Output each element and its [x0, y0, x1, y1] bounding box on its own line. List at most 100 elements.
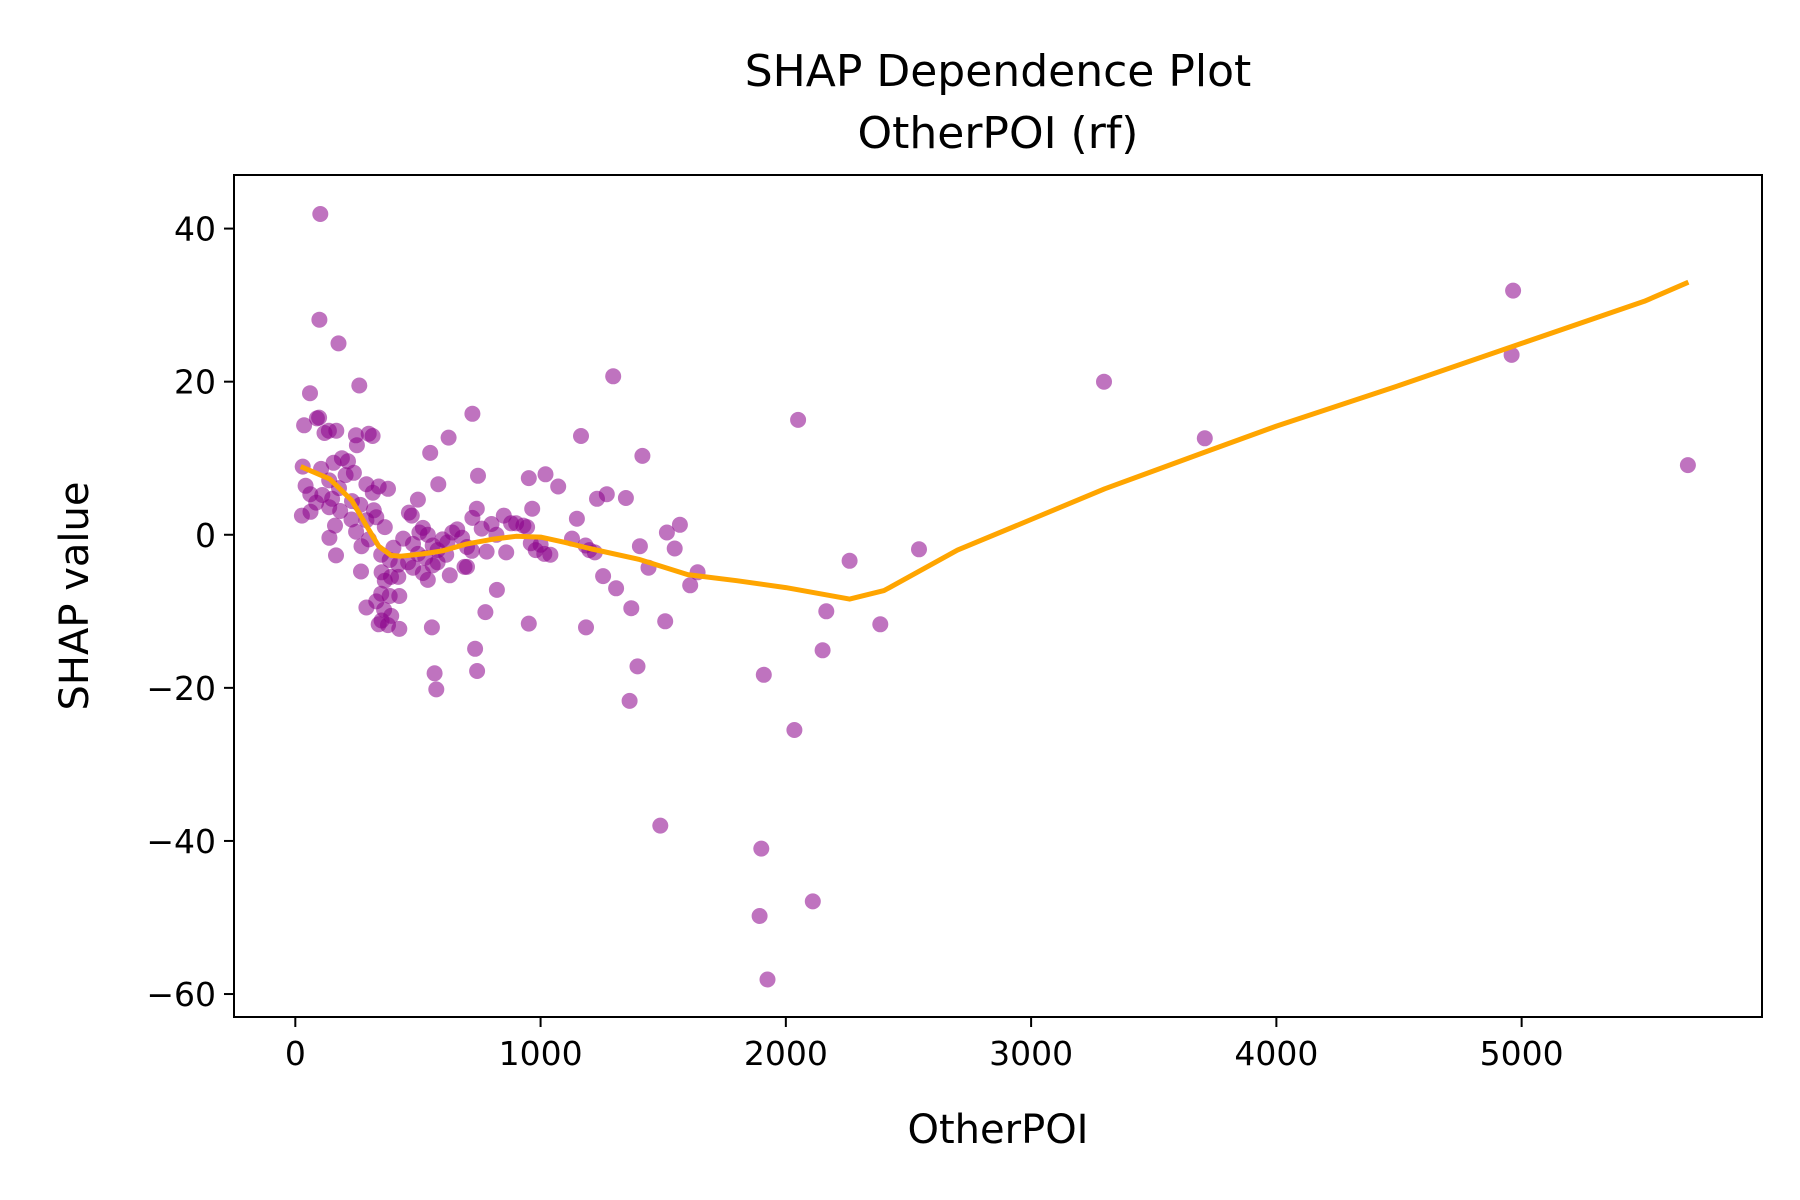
scatter-point: [364, 428, 381, 444]
scatter-point: [488, 581, 505, 598]
x-tick-label: 1000: [499, 1034, 583, 1073]
scatter-point: [1505, 282, 1522, 299]
y-tick-label: 0: [195, 516, 216, 555]
chart-title: SHAP Dependence Plot: [745, 46, 1252, 97]
x-axis-label: OtherPOI: [908, 1107, 1089, 1153]
scatter-point: [391, 588, 408, 604]
y-tick-label: −40: [146, 822, 216, 861]
scatter-point: [428, 681, 445, 698]
chart-subtitle: OtherPOI (rf): [858, 108, 1139, 159]
scatter-point: [751, 908, 768, 924]
scatter-point: [422, 444, 439, 461]
y-axis-label: SHAP value: [52, 482, 98, 711]
scatter-point: [755, 666, 772, 683]
scatter-point: [573, 428, 589, 444]
scatter-point: [753, 840, 770, 857]
scatter-point: [419, 571, 436, 588]
plot-frame: [233, 174, 1763, 1018]
scatter-point: [652, 817, 669, 834]
x-tick-label: 5000: [1480, 1034, 1564, 1073]
scatter-point: [311, 311, 328, 328]
scatter-point: [634, 447, 651, 464]
scatter-point: [464, 405, 481, 422]
scatter-point: [790, 411, 807, 428]
scatter-point: [477, 604, 494, 621]
x-tick-label: 2000: [744, 1034, 828, 1073]
scatter-point: [423, 619, 440, 636]
scatter-point: [786, 722, 803, 738]
scatter-point: [657, 613, 674, 630]
scatter-point: [380, 480, 396, 497]
scatter-point: [542, 546, 559, 563]
scatter-point: [321, 529, 338, 546]
scatter-point: [330, 335, 347, 352]
scatter-point: [1196, 430, 1213, 447]
scatter-point: [519, 519, 536, 536]
x-tick-label: 4000: [1234, 1034, 1318, 1073]
scatter-point: [1096, 373, 1112, 390]
axis-layer: 0 1000 2000 3000 4000 5000 40 20 0 −20 −40 −60: [146, 210, 1563, 1073]
data-layer: [293, 206, 1696, 988]
scatter-point: [1679, 457, 1696, 474]
scatter-point: [312, 206, 329, 222]
scatter-point: [348, 437, 365, 454]
scatter-point: [469, 663, 486, 679]
x-tick-label: 0: [285, 1034, 306, 1073]
scatter-point: [818, 603, 835, 620]
scatter-point: [621, 692, 638, 709]
scatter-point: [463, 542, 480, 559]
scatter-point: [470, 467, 486, 484]
scatter-point: [520, 615, 537, 632]
scatter-point: [872, 616, 889, 633]
scatter-point: [316, 425, 333, 441]
scatter-point: [426, 665, 443, 682]
scatter-point: [666, 540, 683, 557]
scatter-point: [468, 500, 485, 517]
scatter-point: [578, 619, 594, 636]
scatter-point: [605, 368, 622, 385]
scatter-point: [478, 543, 495, 560]
scatter-point: [682, 577, 699, 594]
scatter-point: [332, 503, 349, 519]
y-tick-label: 40: [174, 210, 216, 249]
scatter-point: [296, 417, 313, 434]
scatter-point: [467, 640, 484, 657]
scatter-point: [327, 517, 343, 534]
scatter-point: [441, 567, 458, 584]
y-tick-label: −60: [146, 975, 216, 1014]
trend-line: [299, 279, 1690, 602]
scatter-point: [364, 484, 381, 501]
scatter-point: [343, 511, 360, 528]
scatter-point: [383, 607, 400, 624]
scatter-point: [353, 563, 369, 580]
scatter-point: [595, 568, 612, 585]
scatter-point: [351, 377, 368, 394]
scatter-point: [617, 490, 634, 506]
scatter-point: [537, 466, 554, 483]
y-tick-label: 20: [174, 363, 216, 402]
scatter-point: [328, 547, 344, 564]
scatter-point: [1503, 346, 1520, 363]
scatter-point: [568, 510, 585, 527]
scatter-point: [293, 507, 310, 524]
scatter-point: [520, 470, 537, 487]
scatter-point: [430, 476, 447, 493]
scatter-point: [311, 409, 328, 426]
scatter-point: [409, 491, 426, 508]
scatter-point: [658, 524, 675, 541]
scatter-point: [353, 538, 370, 555]
scatter-point: [376, 519, 393, 536]
scatter-point: [598, 486, 615, 503]
scatter-point: [403, 507, 420, 524]
scatter-point: [759, 971, 776, 988]
y-tick-label: −20: [146, 669, 216, 708]
scatter-point: [623, 600, 640, 617]
scatter-point: [671, 516, 688, 533]
scatter-point: [302, 385, 318, 402]
scatter-point: [524, 500, 541, 517]
scatter-point: [390, 568, 407, 585]
scatter-point: [391, 620, 408, 637]
scatter-point: [325, 454, 342, 471]
scatter-point: [841, 552, 858, 569]
